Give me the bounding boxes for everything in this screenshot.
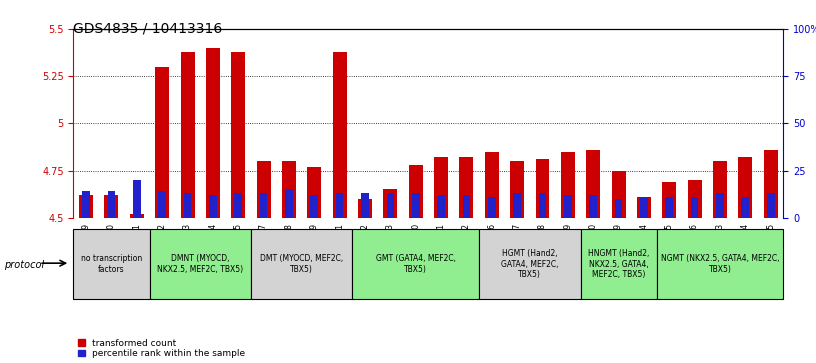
Text: HGMT (Hand2,
GATA4, MEF2C,
TBX5): HGMT (Hand2, GATA4, MEF2C, TBX5) — [501, 249, 559, 279]
Bar — [589, 195, 597, 218]
Bar — [459, 158, 473, 218]
Bar — [158, 191, 166, 218]
Bar — [479, 229, 580, 299]
Text: DMT (MYOCD, MEF2C,
TBX5): DMT (MYOCD, MEF2C, TBX5) — [260, 254, 344, 274]
Bar — [251, 229, 353, 299]
Bar — [488, 197, 495, 218]
Bar — [510, 161, 524, 218]
Bar — [310, 195, 318, 218]
Bar — [104, 195, 118, 218]
Bar — [133, 180, 140, 218]
Bar — [539, 193, 547, 218]
Bar — [657, 229, 783, 299]
Bar — [409, 165, 423, 218]
Bar — [180, 52, 194, 218]
Bar — [513, 193, 521, 218]
Bar — [463, 195, 470, 218]
Bar — [665, 197, 673, 218]
Bar — [79, 195, 93, 218]
Bar — [259, 193, 268, 218]
Text: protocol: protocol — [4, 260, 44, 270]
Bar — [561, 152, 574, 218]
Bar — [412, 193, 419, 218]
Bar — [742, 197, 749, 218]
Bar — [358, 199, 372, 218]
Bar — [209, 195, 217, 218]
Bar — [764, 150, 778, 218]
Bar — [688, 180, 702, 218]
Bar — [716, 193, 724, 218]
Bar — [580, 229, 657, 299]
Bar — [586, 150, 601, 218]
Bar — [282, 161, 296, 218]
Text: NGMT (NKX2.5, GATA4, MEF2C,
TBX5): NGMT (NKX2.5, GATA4, MEF2C, TBX5) — [661, 254, 779, 274]
Text: GMT (GATA4, MEF2C,
TBX5): GMT (GATA4, MEF2C, TBX5) — [375, 254, 455, 274]
Bar — [387, 193, 394, 218]
Legend: transformed count, percentile rank within the sample: transformed count, percentile rank withi… — [78, 339, 246, 359]
Bar — [234, 193, 242, 218]
Bar — [611, 171, 626, 218]
Bar — [336, 193, 344, 218]
Bar — [149, 229, 251, 299]
Bar — [353, 229, 479, 299]
Bar — [108, 191, 115, 218]
Bar — [437, 195, 445, 218]
Bar — [640, 197, 648, 218]
Bar — [691, 197, 698, 218]
Bar — [485, 152, 499, 218]
Bar — [206, 48, 220, 218]
Bar — [256, 161, 271, 218]
Text: DMNT (MYOCD,
NKX2.5, MEF2C, TBX5): DMNT (MYOCD, NKX2.5, MEF2C, TBX5) — [157, 254, 243, 274]
Bar — [130, 214, 144, 218]
Bar — [614, 199, 623, 218]
Bar — [434, 158, 448, 218]
Bar — [73, 229, 149, 299]
Bar — [82, 191, 90, 218]
Bar — [535, 159, 549, 218]
Bar — [285, 189, 293, 218]
Bar — [155, 67, 169, 218]
Text: GDS4835 / 10413316: GDS4835 / 10413316 — [73, 22, 223, 36]
Bar — [564, 195, 572, 218]
Bar — [361, 193, 369, 218]
Bar — [767, 193, 774, 218]
Bar — [637, 197, 651, 218]
Bar — [384, 189, 397, 218]
Bar — [184, 193, 192, 218]
Bar — [333, 52, 347, 218]
Bar — [663, 182, 676, 218]
Text: no transcription
factors: no transcription factors — [81, 254, 142, 274]
Bar — [738, 158, 752, 218]
Bar — [308, 167, 322, 218]
Bar — [713, 161, 727, 218]
Text: HNGMT (Hand2,
NKX2.5, GATA4,
MEF2C, TBX5): HNGMT (Hand2, NKX2.5, GATA4, MEF2C, TBX5… — [588, 249, 650, 279]
Bar — [231, 52, 246, 218]
